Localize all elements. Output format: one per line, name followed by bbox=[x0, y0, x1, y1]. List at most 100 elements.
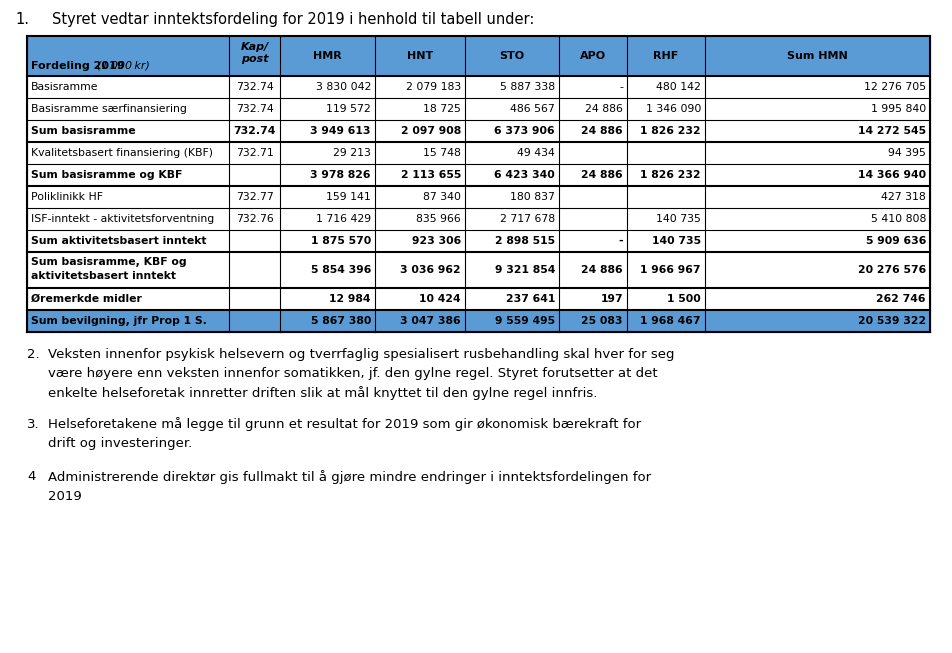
Text: Kvalitetsbasert finansiering (KBF): Kvalitetsbasert finansiering (KBF) bbox=[31, 148, 213, 158]
Text: 732.71: 732.71 bbox=[235, 148, 273, 158]
Text: 1 875 570: 1 875 570 bbox=[310, 236, 370, 246]
Text: 24 886: 24 886 bbox=[581, 265, 623, 275]
Text: 3 036 962: 3 036 962 bbox=[400, 265, 461, 275]
Text: -: - bbox=[619, 82, 623, 92]
Text: 119 572: 119 572 bbox=[326, 104, 370, 114]
Bar bbox=[27, 288, 929, 310]
Text: 2 717 678: 2 717 678 bbox=[500, 214, 554, 224]
Text: APO: APO bbox=[580, 51, 605, 61]
Text: Fordeling 2019: Fordeling 2019 bbox=[31, 61, 132, 71]
Text: 180 837: 180 837 bbox=[509, 192, 554, 202]
Text: Veksten innenfor psykisk helsevern og tverrfaglig spesialisert rusbehandling ska: Veksten innenfor psykisk helsevern og tv… bbox=[48, 348, 674, 400]
Text: Sum HMN: Sum HMN bbox=[786, 51, 847, 61]
Text: 6 373 906: 6 373 906 bbox=[494, 126, 554, 136]
Text: 3 949 613: 3 949 613 bbox=[310, 126, 370, 136]
Text: Basisramme særfinansiering: Basisramme særfinansiering bbox=[31, 104, 187, 114]
Text: 15 748: 15 748 bbox=[423, 148, 461, 158]
Text: Poliklinikk HF: Poliklinikk HF bbox=[31, 192, 103, 202]
Text: 25 083: 25 083 bbox=[581, 316, 623, 326]
Text: Sum basisramme: Sum basisramme bbox=[31, 126, 135, 136]
Text: 140 735: 140 735 bbox=[651, 236, 701, 246]
Text: Administrerende direktør gis fullmakt til å gjøre mindre endringer i inntektsfor: Administrerende direktør gis fullmakt ti… bbox=[48, 471, 650, 503]
Bar bbox=[27, 120, 929, 142]
Text: 732.77: 732.77 bbox=[235, 192, 273, 202]
Text: ISF-inntekt - aktivitetsforventning: ISF-inntekt - aktivitetsforventning bbox=[31, 214, 214, 224]
Text: 1 346 090: 1 346 090 bbox=[645, 104, 701, 114]
Bar bbox=[27, 76, 929, 98]
Text: Sum basisramme, KBF og: Sum basisramme, KBF og bbox=[31, 257, 187, 267]
Text: (1 000 kr): (1 000 kr) bbox=[97, 61, 149, 71]
Text: 29 213: 29 213 bbox=[333, 148, 370, 158]
Text: Øremerkde midler: Øremerkde midler bbox=[31, 294, 142, 304]
Text: 12 276 705: 12 276 705 bbox=[863, 82, 925, 92]
Text: 262 746: 262 746 bbox=[876, 294, 925, 304]
Text: 10 424: 10 424 bbox=[419, 294, 461, 304]
Text: 1 826 232: 1 826 232 bbox=[640, 170, 701, 180]
Text: HMR: HMR bbox=[313, 51, 342, 61]
Text: 159 141: 159 141 bbox=[326, 192, 370, 202]
Text: 5 867 380: 5 867 380 bbox=[310, 316, 370, 326]
Text: 480 142: 480 142 bbox=[655, 82, 701, 92]
Text: 24 886: 24 886 bbox=[581, 170, 623, 180]
Text: 20 276 576: 20 276 576 bbox=[857, 265, 925, 275]
Text: 486 567: 486 567 bbox=[509, 104, 554, 114]
Text: 732.76: 732.76 bbox=[235, 214, 273, 224]
Text: 1 995 840: 1 995 840 bbox=[870, 104, 925, 114]
Text: 20 539 322: 20 539 322 bbox=[857, 316, 925, 326]
Text: 1 966 967: 1 966 967 bbox=[640, 265, 701, 275]
Text: 197: 197 bbox=[600, 294, 623, 304]
Text: Sum basisramme og KBF: Sum basisramme og KBF bbox=[31, 170, 182, 180]
Text: aktivitetsbasert inntekt: aktivitetsbasert inntekt bbox=[31, 271, 176, 281]
Text: Basisramme: Basisramme bbox=[31, 82, 98, 92]
Text: 2.: 2. bbox=[27, 348, 40, 361]
Bar bbox=[27, 186, 929, 208]
Text: 427 318: 427 318 bbox=[881, 192, 925, 202]
Bar bbox=[27, 230, 929, 252]
Text: 9 559 495: 9 559 495 bbox=[494, 316, 554, 326]
Bar bbox=[27, 98, 929, 120]
Text: post: post bbox=[241, 54, 268, 64]
Text: 4: 4 bbox=[27, 471, 35, 483]
Text: 18 725: 18 725 bbox=[423, 104, 461, 114]
Text: 732.74: 732.74 bbox=[233, 126, 275, 136]
Text: Helseforetakene må legge til grunn et resultat for 2019 som gir økonomisk bærekr: Helseforetakene må legge til grunn et re… bbox=[48, 417, 641, 450]
Text: 3 978 826: 3 978 826 bbox=[310, 170, 370, 180]
Text: 9 321 854: 9 321 854 bbox=[494, 265, 554, 275]
Text: HNT: HNT bbox=[407, 51, 432, 61]
Text: 14 366 940: 14 366 940 bbox=[857, 170, 925, 180]
Text: 5 854 396: 5 854 396 bbox=[310, 265, 370, 275]
Text: 87 340: 87 340 bbox=[423, 192, 461, 202]
Bar bbox=[27, 252, 929, 288]
Text: 14 272 545: 14 272 545 bbox=[857, 126, 925, 136]
Text: 923 306: 923 306 bbox=[411, 236, 461, 246]
Text: RHF: RHF bbox=[653, 51, 678, 61]
Bar bbox=[27, 310, 929, 332]
Text: 49 434: 49 434 bbox=[517, 148, 554, 158]
Text: 140 735: 140 735 bbox=[655, 214, 701, 224]
Text: 6 423 340: 6 423 340 bbox=[494, 170, 554, 180]
Text: 24 886: 24 886 bbox=[581, 126, 623, 136]
Text: 1 968 467: 1 968 467 bbox=[640, 316, 701, 326]
Bar bbox=[27, 36, 929, 76]
Text: 94 395: 94 395 bbox=[887, 148, 925, 158]
Text: 3 047 386: 3 047 386 bbox=[400, 316, 461, 326]
Text: -: - bbox=[618, 236, 623, 246]
Text: 1 716 429: 1 716 429 bbox=[315, 214, 370, 224]
Text: 2 097 908: 2 097 908 bbox=[401, 126, 461, 136]
Bar bbox=[27, 164, 929, 186]
Text: 237 641: 237 641 bbox=[506, 294, 554, 304]
Bar bbox=[27, 142, 929, 164]
Text: Sum bevilgning, jfr Prop 1 S.: Sum bevilgning, jfr Prop 1 S. bbox=[31, 316, 207, 326]
Text: Sum aktivitetsbasert inntekt: Sum aktivitetsbasert inntekt bbox=[31, 236, 207, 246]
Text: Styret vedtar inntektsfordeling for 2019 i henhold til tabell under:: Styret vedtar inntektsfordeling for 2019… bbox=[52, 12, 534, 27]
Text: 2 113 655: 2 113 655 bbox=[400, 170, 461, 180]
Text: 12 984: 12 984 bbox=[329, 294, 370, 304]
Text: 3.: 3. bbox=[27, 417, 40, 430]
Text: 732.74: 732.74 bbox=[235, 104, 273, 114]
Text: 1 500: 1 500 bbox=[666, 294, 701, 304]
Text: 5 410 808: 5 410 808 bbox=[870, 214, 925, 224]
Text: 732.74: 732.74 bbox=[235, 82, 273, 92]
Text: Kap/: Kap/ bbox=[240, 42, 268, 52]
Text: 2 898 515: 2 898 515 bbox=[494, 236, 554, 246]
Text: STO: STO bbox=[499, 51, 524, 61]
